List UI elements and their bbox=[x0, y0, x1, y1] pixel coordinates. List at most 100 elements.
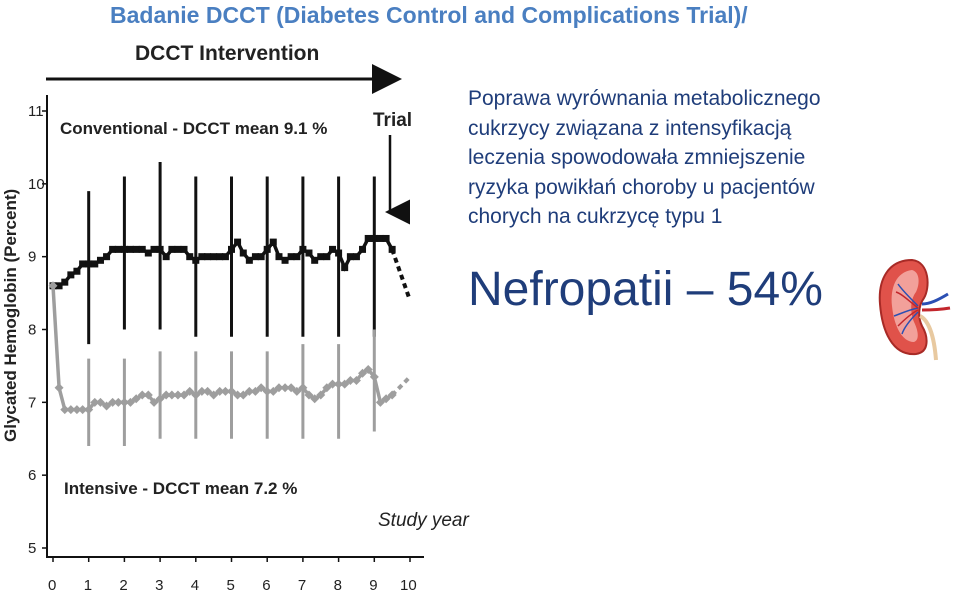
conventional-data-point bbox=[329, 245, 337, 253]
conventional-data-point bbox=[156, 245, 164, 253]
conventional-data-point bbox=[55, 282, 63, 290]
intensive-data-point bbox=[363, 365, 373, 375]
conventional-data-point bbox=[376, 234, 384, 242]
intensive-data-point bbox=[322, 383, 332, 393]
intensive-data-point bbox=[328, 379, 338, 389]
intensive-data-point bbox=[286, 383, 296, 393]
y-axis-label: Glycated Hemoglobin (Percent) bbox=[1, 189, 20, 442]
x-tick-label: 8 bbox=[334, 577, 342, 594]
body-line: ryzyka powikłań choroby u pacjentów bbox=[468, 175, 815, 199]
intensive-data-point bbox=[227, 386, 236, 396]
conventional-data-point bbox=[299, 245, 307, 253]
conventional-data-point bbox=[287, 253, 295, 261]
conventional-data-point bbox=[114, 245, 122, 253]
conventional-data-point bbox=[335, 249, 343, 257]
conventional-data-point bbox=[359, 245, 367, 253]
x-tick-label: 6 bbox=[262, 577, 270, 594]
conventional-data-point bbox=[79, 260, 87, 268]
intensive-data-point bbox=[215, 386, 225, 396]
conventional-data-point bbox=[186, 253, 194, 261]
conventional-data-point bbox=[216, 253, 224, 261]
intensive-extrapolated-line bbox=[390, 375, 412, 397]
conventional-data-point bbox=[245, 256, 253, 264]
intensive-data-point bbox=[149, 397, 159, 407]
body-line: chorych na cukrzycę typu 1 bbox=[468, 205, 723, 228]
x-axis-label: Study year bbox=[378, 510, 469, 531]
intensive-data-point bbox=[304, 390, 314, 400]
intensive-data-point bbox=[292, 386, 302, 396]
intensive-data-point bbox=[280, 383, 290, 393]
intensive-data-point bbox=[191, 390, 201, 400]
conventional-data-point bbox=[293, 253, 301, 261]
conventional-data-point bbox=[251, 253, 259, 261]
conventional-data-point bbox=[346, 253, 354, 261]
x-tick-label: 4 bbox=[191, 577, 199, 594]
y-tick-label: 8 bbox=[28, 322, 36, 339]
conventional-data-point bbox=[228, 245, 235, 253]
intensive-data-point bbox=[268, 386, 278, 396]
intensive-data-point bbox=[102, 401, 112, 411]
intensive-data-point bbox=[72, 405, 82, 415]
conventional-data-point bbox=[168, 245, 176, 253]
intensive-data-point bbox=[131, 394, 141, 404]
conventional-data-point bbox=[234, 238, 242, 246]
y-tick-label: 11 bbox=[28, 103, 44, 120]
conventional-data-point bbox=[180, 245, 188, 253]
conventional-data-point bbox=[198, 253, 206, 261]
intensive-data-point bbox=[209, 390, 219, 400]
conventional-data-point bbox=[192, 256, 200, 264]
conventional-series-label: Conventional - DCCT mean 9.1 % bbox=[60, 119, 327, 138]
conventional-data-point bbox=[341, 264, 349, 272]
conventional-data-point bbox=[275, 253, 283, 261]
intensive-data-point bbox=[78, 405, 88, 415]
trial-arrow-label: Trial bbox=[373, 110, 412, 131]
conventional-data-point bbox=[352, 253, 360, 261]
nephropathy-stat: Nefropatii – 54% bbox=[468, 263, 823, 316]
intensive-data-point bbox=[84, 405, 94, 415]
body-line: cukrzycy związana z intensyfikacją bbox=[468, 116, 792, 140]
y-tick-label: 10 bbox=[28, 176, 45, 193]
conventional-data-point bbox=[210, 253, 218, 261]
body-line: leczenia spowodowała zmniejszenie bbox=[468, 146, 806, 169]
conventional-data-point bbox=[73, 267, 81, 275]
intensive-data-point bbox=[274, 383, 284, 393]
conventional-data-point bbox=[174, 245, 182, 253]
conventional-data-point bbox=[364, 234, 372, 242]
conventional-data-point bbox=[61, 278, 69, 286]
intensive-data-point bbox=[161, 390, 171, 400]
intensive-data-point bbox=[381, 394, 391, 404]
x-tick-label: 1 bbox=[84, 577, 92, 594]
conventional-data-point bbox=[323, 253, 331, 261]
intensive-data-point bbox=[256, 383, 266, 393]
x-tick-label: 10 bbox=[400, 577, 417, 594]
intensive-data-point bbox=[143, 390, 153, 400]
intensive-data-point bbox=[167, 390, 177, 400]
intensive-data-point bbox=[351, 375, 361, 385]
intensive-data-point bbox=[345, 375, 355, 385]
intensive-data-point bbox=[244, 386, 254, 396]
intensive-series-label: Intensive - DCCT mean 7.2 % bbox=[64, 479, 297, 498]
conventional-data-point bbox=[132, 245, 140, 253]
intensive-data-point bbox=[310, 394, 320, 404]
intensive-data-point bbox=[137, 390, 147, 400]
intensive-data-point bbox=[220, 386, 230, 396]
x-tick-label: 5 bbox=[227, 577, 235, 594]
conventional-data-point bbox=[382, 234, 390, 242]
intensive-data-point bbox=[375, 397, 385, 407]
intensive-data-point bbox=[90, 397, 100, 407]
body-text: Poprawa wyrównania metabolicznego cukrzy… bbox=[468, 84, 928, 232]
intensive-data-point bbox=[119, 397, 129, 407]
intensive-data-point bbox=[238, 390, 248, 400]
intensive-data-point bbox=[60, 405, 70, 415]
intensive-data-point bbox=[95, 397, 105, 407]
chart-title: DCCT Intervention bbox=[135, 42, 319, 65]
y-tick-label: 5 bbox=[28, 540, 36, 557]
y-tick-label: 6 bbox=[28, 467, 36, 484]
conventional-data-point bbox=[144, 249, 152, 257]
conventional-data-point bbox=[263, 245, 271, 253]
intensive-data-point bbox=[48, 281, 58, 291]
intensive-data-point bbox=[54, 383, 64, 393]
intensive-data-point bbox=[179, 390, 189, 400]
conventional-data-point bbox=[103, 253, 111, 261]
intensive-data-point bbox=[369, 372, 379, 382]
